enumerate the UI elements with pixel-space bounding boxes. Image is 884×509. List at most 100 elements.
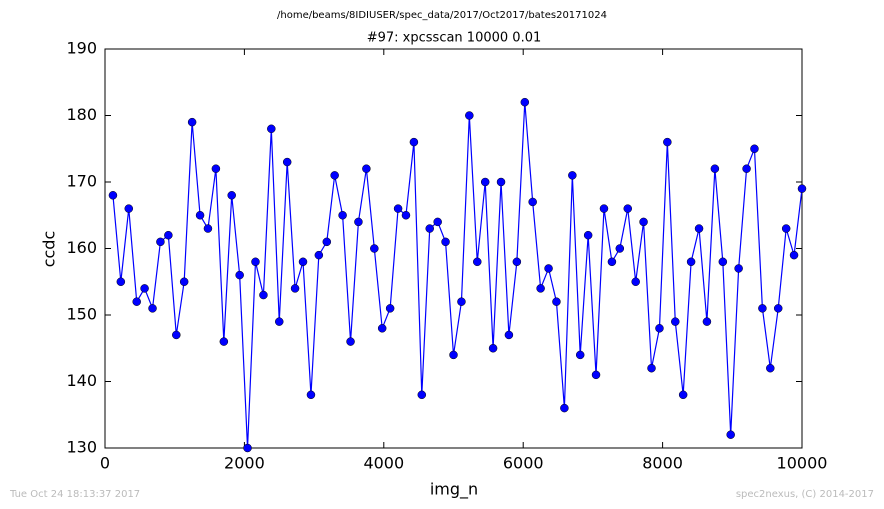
data-point xyxy=(354,217,363,227)
data-line xyxy=(112,102,803,449)
data-point xyxy=(172,330,181,340)
data-point xyxy=(536,284,545,293)
x-axis-label: img_n xyxy=(430,480,478,500)
data-point xyxy=(528,197,537,207)
data-point xyxy=(742,164,751,173)
data-point xyxy=(694,224,704,233)
data-point xyxy=(116,277,126,286)
y-tick-label: 140 xyxy=(66,371,97,390)
data-point xyxy=(702,317,712,326)
data-point xyxy=(306,390,316,400)
data-point xyxy=(108,191,118,200)
data-point xyxy=(179,277,189,286)
data-point xyxy=(639,217,648,227)
data-point xyxy=(290,284,300,293)
y-tick-label: 170 xyxy=(66,172,97,191)
footer-right: spec2nexus, (C) 2014-2017 xyxy=(736,489,874,500)
data-point xyxy=(298,257,308,267)
data-point xyxy=(568,171,577,180)
data-point xyxy=(243,443,252,453)
data-point xyxy=(734,264,743,273)
data-point xyxy=(789,250,799,260)
plot-frame xyxy=(104,48,803,449)
data-point xyxy=(164,230,173,240)
data-point xyxy=(393,204,403,213)
data-point xyxy=(599,204,609,213)
data-point xyxy=(156,237,165,247)
x-tick-label: 6000 xyxy=(503,454,544,473)
data-point xyxy=(219,337,229,346)
data-point xyxy=(615,244,625,253)
data-point xyxy=(710,164,720,173)
x-tick-label: 2000 xyxy=(224,454,265,473)
data-point xyxy=(425,224,434,233)
y-tick-label: 190 xyxy=(66,39,97,58)
y-axis-label: ccdc xyxy=(40,231,59,268)
data-point xyxy=(417,390,427,400)
data-point xyxy=(259,290,268,300)
data-point xyxy=(377,324,387,333)
data-point xyxy=(512,257,522,267)
data-point xyxy=(267,124,276,134)
data-point xyxy=(473,257,482,267)
data-point xyxy=(314,250,324,260)
data-point xyxy=(575,350,585,360)
data-point xyxy=(766,363,775,373)
suptitle: /home/beams/8IDIUSER/spec_data/2017/Oct2… xyxy=(277,10,607,21)
data-point xyxy=(346,337,355,346)
data-point xyxy=(773,304,783,313)
data-point xyxy=(488,344,498,353)
x-tick-label: 0 xyxy=(100,454,110,473)
x-tick-label: 4000 xyxy=(363,454,404,473)
data-point xyxy=(227,191,236,200)
data-point xyxy=(275,317,284,326)
data-point xyxy=(686,257,696,267)
data-point xyxy=(591,370,601,380)
data-point xyxy=(322,237,332,247)
data-point xyxy=(195,211,205,220)
data-point xyxy=(631,277,640,286)
data-point xyxy=(203,224,213,233)
data-point xyxy=(457,297,466,306)
x-tick-label: 8000 xyxy=(642,454,683,473)
data-point xyxy=(409,137,419,147)
data-point xyxy=(132,297,141,306)
data-point xyxy=(726,430,735,439)
data-point xyxy=(465,111,474,120)
data-point xyxy=(520,97,530,107)
data-point xyxy=(797,184,807,193)
data-point xyxy=(251,257,260,267)
data-point xyxy=(330,171,339,180)
data-point xyxy=(480,177,490,187)
data-point xyxy=(647,363,656,373)
data-point xyxy=(211,164,221,173)
data-point xyxy=(583,230,593,240)
data-point xyxy=(607,257,617,267)
data-point xyxy=(504,330,514,340)
data-point xyxy=(282,157,292,167)
data-point xyxy=(718,257,728,267)
data-point xyxy=(544,264,553,273)
chart-title: #97: xpcsscan 10000 0.01 xyxy=(367,31,542,46)
y-tick-label: 130 xyxy=(66,438,97,457)
y-tick-label: 160 xyxy=(66,238,97,257)
y-tick-label: 180 xyxy=(66,105,97,124)
data-point xyxy=(678,390,688,400)
data-point xyxy=(124,204,134,213)
data-point xyxy=(362,164,371,173)
data-point xyxy=(496,177,506,187)
data-point xyxy=(671,317,680,326)
footer-left: Tue Oct 24 18:13:37 2017 xyxy=(9,489,140,500)
data-point xyxy=(441,237,450,247)
data-point xyxy=(758,304,767,313)
data-point xyxy=(148,304,157,313)
data-point xyxy=(433,217,442,227)
data-point xyxy=(338,211,347,220)
data-point xyxy=(187,117,197,127)
data-point xyxy=(449,350,458,360)
data-point xyxy=(401,211,411,220)
x-tick-label: 10000 xyxy=(777,454,828,473)
data-point xyxy=(623,204,632,213)
data-point xyxy=(781,224,791,233)
